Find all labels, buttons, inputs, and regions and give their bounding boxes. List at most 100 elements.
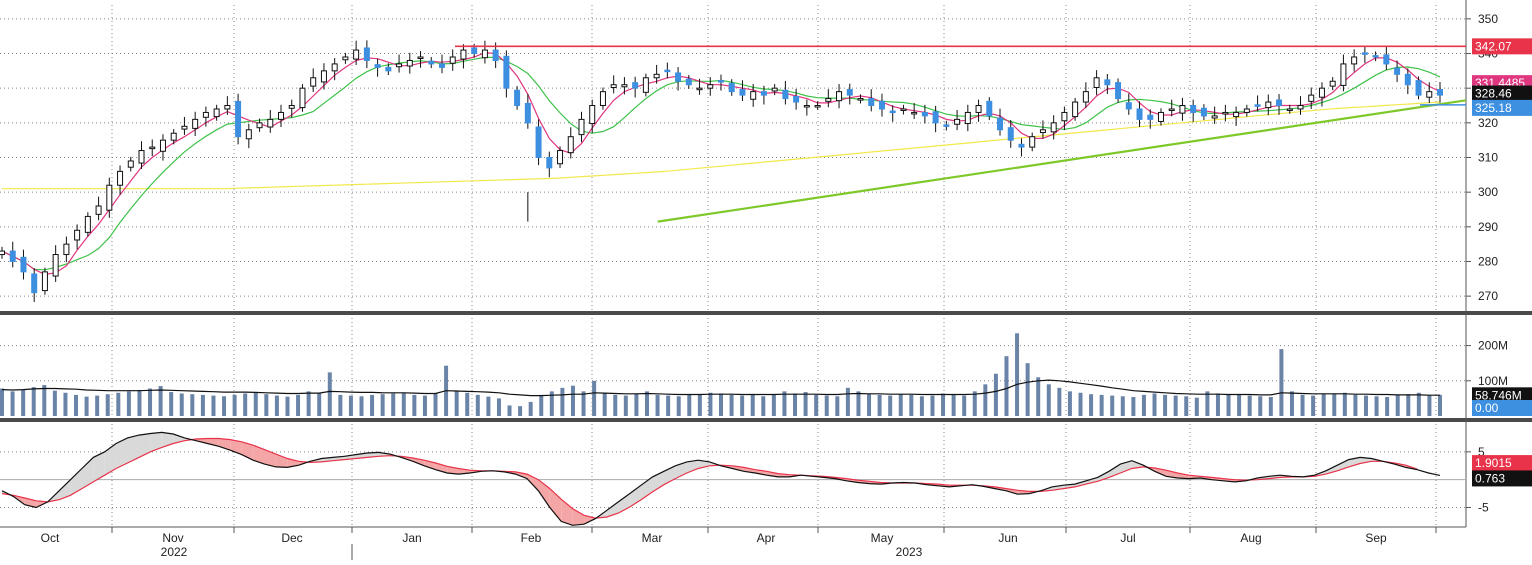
candle-body-5 [52, 254, 59, 277]
osc-fill-seg-10 [116, 437, 128, 469]
volume-tag-bg-1 [1472, 400, 1532, 416]
candle-body-1 [9, 250, 16, 262]
volume-bar-18 [190, 394, 195, 416]
candle-body-102 [1093, 77, 1100, 88]
panel-separator-1 [0, 311, 1532, 315]
candle-body-15 [159, 139, 166, 152]
volume-bar-48 [507, 405, 512, 416]
volume-bar-7 [74, 394, 79, 416]
volume-bar-132 [1395, 394, 1400, 416]
volume-bar-92 [972, 391, 977, 416]
volume-bar-116 [1226, 394, 1231, 416]
volume-bar-87 [919, 396, 924, 416]
price-tag-bg-0 [1472, 38, 1532, 55]
candle-body-36 [385, 66, 392, 72]
candle-body-14 [149, 146, 156, 150]
volume-tag-label-1: 0.00 [1475, 401, 1499, 415]
candle-body-54 [578, 118, 585, 136]
candle-body-21 [224, 105, 231, 110]
osc-tag-label-0: 1.9015 [1475, 456, 1512, 470]
volume-tag-0: 58.746M [1472, 387, 1532, 404]
price-tag-bg-2 [1472, 85, 1532, 102]
volume-bar-34 [359, 396, 364, 416]
volume-bar-120 [1268, 396, 1273, 416]
candle-body-62 [664, 69, 671, 73]
osc-fill-seg-60 [686, 460, 699, 473]
candle-body-108 [1157, 111, 1164, 122]
candle-body-37 [396, 63, 403, 68]
osc-fill-seg-102 [1166, 470, 1178, 479]
candle-body-81 [868, 98, 875, 107]
candle-body-23 [245, 129, 252, 140]
volume-bar-27 [285, 396, 290, 416]
volume-bar-71 [750, 394, 755, 416]
volume-bar-4 [42, 385, 47, 416]
volume-bar-39 [412, 394, 417, 416]
volume-bar-113 [1194, 397, 1199, 416]
candle-body-82 [878, 100, 885, 110]
volume-bar-35 [370, 394, 375, 416]
volume-bar-88 [930, 395, 935, 416]
candle-body-77 [825, 98, 832, 102]
candle-body-104 [1115, 82, 1122, 100]
volume-bar-70 [740, 395, 745, 416]
volume-bar-74 [782, 391, 787, 416]
volume-bar-129 [1363, 395, 1368, 416]
candle-body-17 [181, 125, 188, 130]
volume-bar-80 [845, 387, 850, 416]
volume-bar-85 [898, 394, 903, 416]
candle-body-34 [363, 47, 370, 61]
osc-tag-0: 1.9015 [1472, 455, 1532, 472]
volume-bar-89 [941, 393, 946, 416]
candle-body-33 [353, 49, 360, 60]
osc-fill-seg-61 [698, 460, 710, 469]
y-tick-label-price-8: 350 [1478, 12, 1498, 26]
candle-body-115 [1233, 111, 1240, 118]
x-label-dec: Dec [281, 531, 302, 545]
candle-body-93 [997, 117, 1004, 131]
x-label-aug: Aug [1240, 531, 1261, 545]
ma-yellow-line [2, 101, 1441, 190]
candle-body-94 [1007, 127, 1014, 141]
volume-bar-83 [877, 394, 882, 416]
osc-tag-1: 0.763 [1472, 470, 1532, 487]
volume-bar-126 [1332, 393, 1337, 416]
candle-body-123 [1318, 87, 1325, 98]
osc-fill-seg-23 [264, 449, 276, 467]
volume-bar-2 [21, 389, 26, 416]
x-label-feb: Feb [521, 531, 542, 545]
volume-bar-114 [1205, 391, 1210, 416]
volume-bar-101 [1067, 391, 1072, 416]
volume-bar-119 [1258, 396, 1263, 416]
candle-body-84 [900, 108, 907, 111]
candle-body-107 [1147, 114, 1154, 120]
candle-body-35 [374, 64, 381, 68]
osc-fill-seg-19 [218, 438, 231, 451]
osc-fill-seg-13 [150, 432, 162, 452]
candle-body-49 [524, 102, 531, 124]
candle-body-39 [417, 56, 424, 59]
osc-fill-seg-50 [572, 508, 585, 526]
candle-body-73 [782, 89, 789, 100]
osc-tag-bg-1 [1472, 470, 1532, 487]
candle-body-4 [41, 271, 48, 292]
volume-bar-26 [274, 395, 279, 416]
osc-fill-seg-99 [1131, 460, 1144, 469]
candle-body-69 [739, 89, 746, 96]
y-tick-label-price-5: 320 [1478, 116, 1498, 130]
volume-bar-90 [951, 394, 956, 416]
volume-bar-94 [993, 373, 998, 416]
osc-fill-seg-94 [1074, 480, 1087, 487]
candle-body-90 [964, 111, 971, 125]
candle-body-63 [675, 72, 682, 82]
candle-body-0 [0, 250, 5, 256]
candle-body-27 [288, 105, 295, 109]
volume-bar-11 [116, 392, 121, 416]
candle-body-31 [331, 63, 338, 72]
volume-bar-66 [697, 394, 702, 416]
osc-fill-seg-7 [81, 457, 94, 489]
x-label-jul: Jul [1120, 531, 1135, 545]
